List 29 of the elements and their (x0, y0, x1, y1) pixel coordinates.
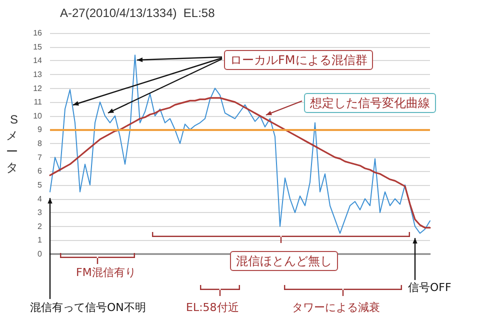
y-tick-label: 15 (33, 42, 43, 52)
y-tick-label: 6 (38, 166, 43, 176)
y-tick-label: 0 (38, 250, 43, 258)
y-tick-label: 14 (33, 56, 43, 66)
annotation: ローカルFMによる混信群 (224, 50, 374, 70)
text: タワーによる減衰 (292, 301, 380, 315)
y-tick-label: 2 (38, 222, 43, 231)
y-tick-label: 10 (33, 111, 43, 120)
y-tick-label: 3 (38, 208, 43, 218)
y-tick-label: 16 (33, 28, 43, 38)
text: 信号OFF (408, 281, 452, 295)
y-tick-label: 7 (38, 152, 43, 162)
text: EL:58付近 (186, 301, 239, 315)
y-tick-label: 9 (38, 125, 43, 134)
y-axis-title: Sメータ (6, 112, 18, 174)
line-series (50, 54, 430, 234)
y-tick-label: 8 (38, 139, 43, 148)
text: 混信有って信号ON不明 (30, 301, 146, 315)
y-tick-label: 12 (33, 84, 43, 93)
y-tick-label: 13 (33, 70, 43, 79)
annotation: 想定した信号変化曲線 (304, 93, 436, 113)
text: FM混信有り (76, 266, 136, 280)
chart-title: A-27(2010/4/13/1334) EL:58 (60, 6, 216, 20)
y-tick-label: 11 (34, 98, 43, 107)
y-tick-label: 4 (38, 194, 43, 204)
annotation: 混信ほとんど無し (230, 251, 338, 271)
y-tick-label: 5 (38, 180, 43, 190)
line-series (49, 97, 431, 229)
y-tick-label: 1 (38, 236, 43, 245)
